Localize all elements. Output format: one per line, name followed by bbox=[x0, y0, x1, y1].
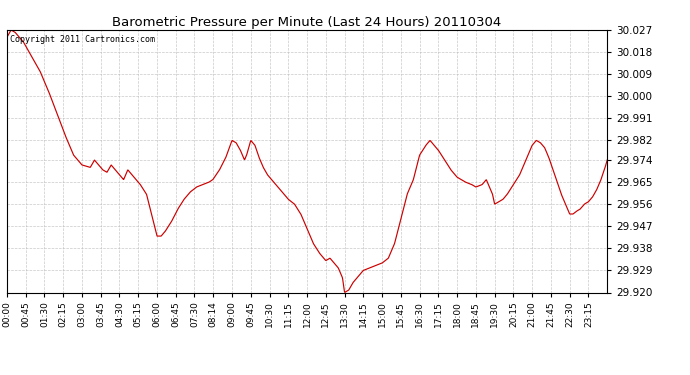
Title: Barometric Pressure per Minute (Last 24 Hours) 20110304: Barometric Pressure per Minute (Last 24 … bbox=[112, 16, 502, 29]
Text: Copyright 2011 Cartronics.com: Copyright 2011 Cartronics.com bbox=[10, 35, 155, 44]
